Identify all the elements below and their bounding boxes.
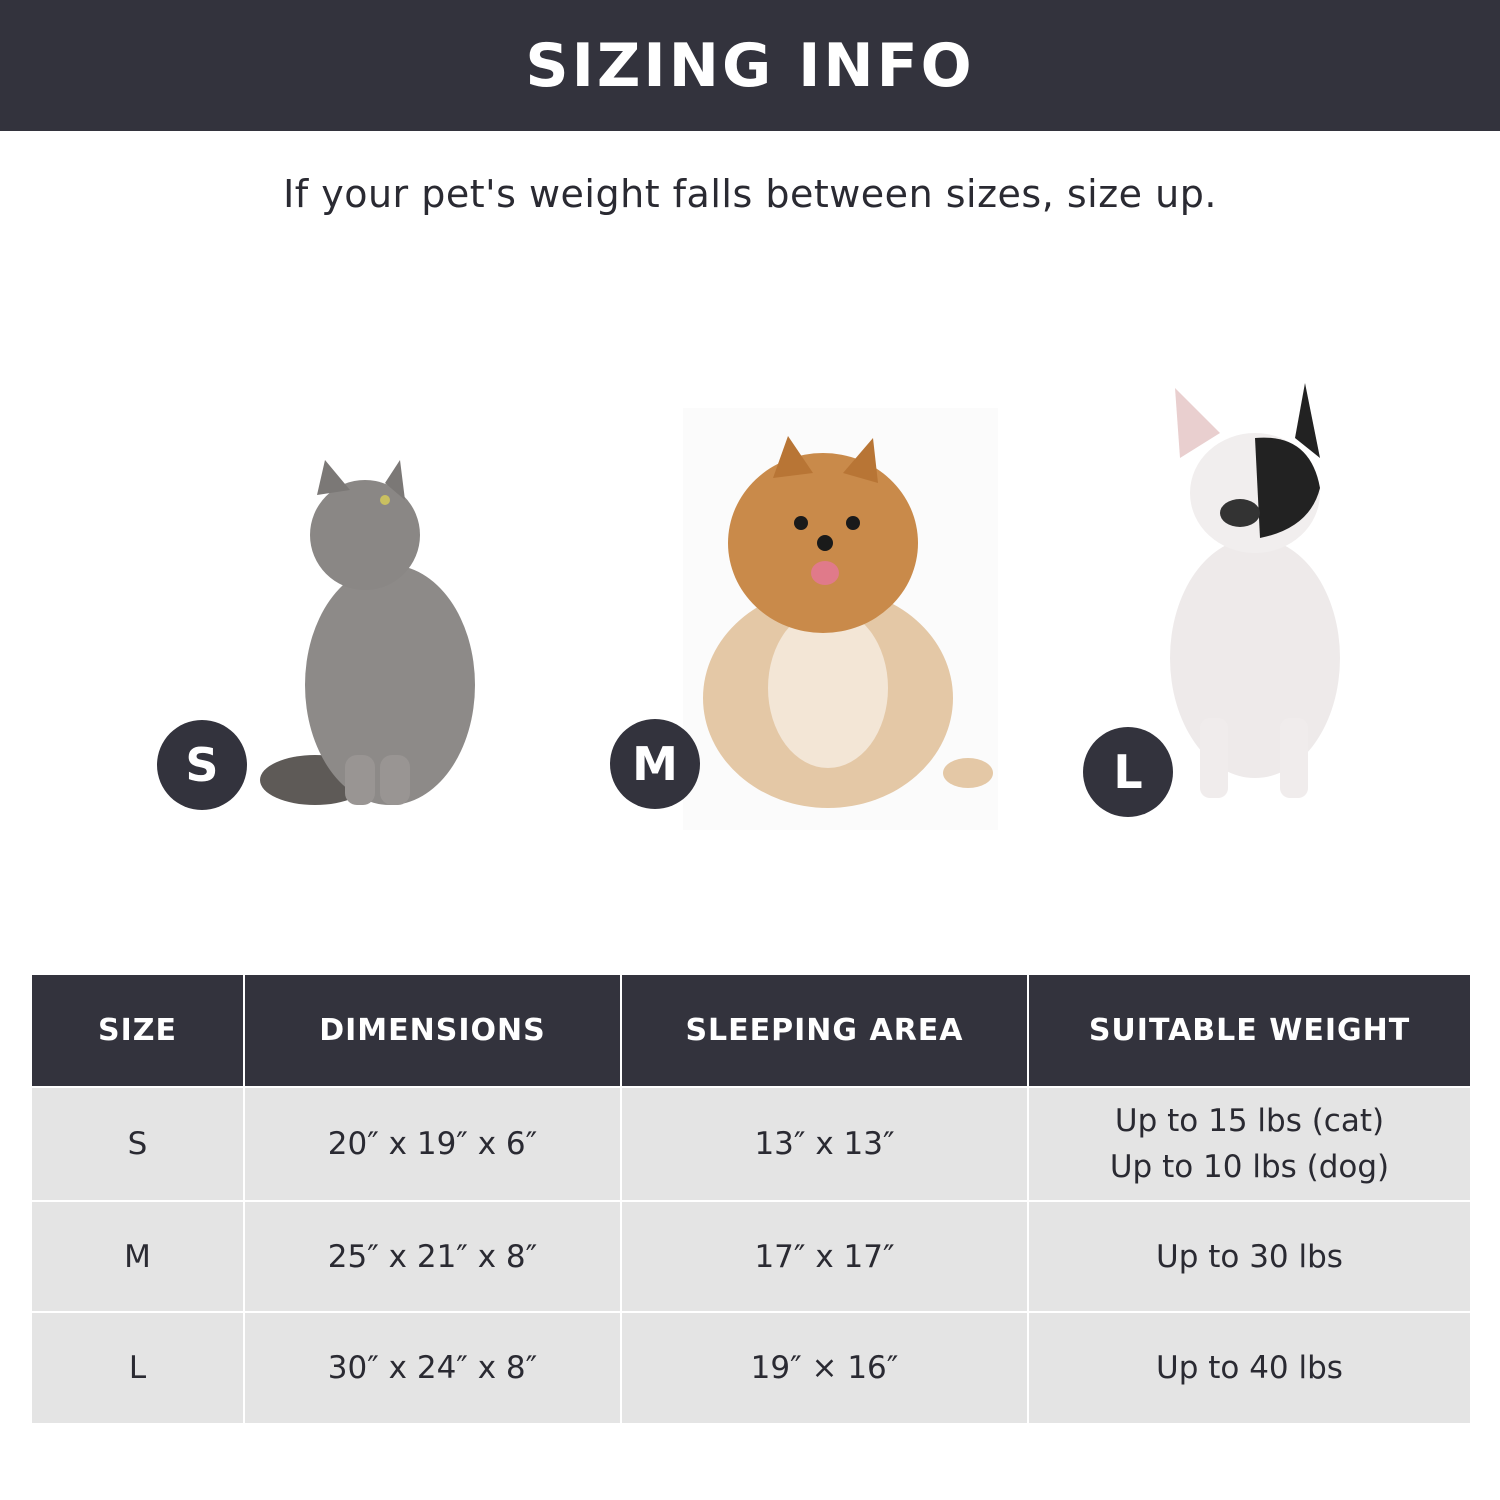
table-row: M 25″ x 21″ x 8″ 17″ x 17″ Up to 30 lbs bbox=[30, 1200, 1472, 1313]
sleeping-area-cell: 17″ x 17″ bbox=[620, 1200, 1029, 1313]
weight-cell: Up to 30 lbs bbox=[1027, 1200, 1472, 1313]
weight-dog: Up to 10 lbs (dog) bbox=[1109, 1149, 1390, 1185]
dimensions-cell: 25″ x 21″ x 8″ bbox=[243, 1200, 622, 1313]
dimensions-cell: 30″ x 24″ x 8″ bbox=[243, 1311, 622, 1425]
column-header-sleeping-area: SLEEPING AREA bbox=[620, 973, 1029, 1088]
header-banner: SIZING INFO bbox=[0, 0, 1500, 131]
size-badge-m: M bbox=[610, 719, 700, 809]
weight-cell: Up to 15 lbs (cat) Up to 10 lbs (dog) bbox=[1027, 1086, 1472, 1202]
size-badge-l: L bbox=[1083, 727, 1173, 817]
dimensions-cell: 20″ x 19″ x 6″ bbox=[243, 1086, 622, 1202]
size-cell: M bbox=[30, 1200, 245, 1313]
column-header-suitable-weight: SUITABLE WEIGHT bbox=[1027, 973, 1472, 1088]
table-row: L 30″ x 24″ x 8″ 19″ × 16″ Up to 40 lbs bbox=[30, 1311, 1472, 1425]
sizing-table: SIZE DIMENSIONS SLEEPING AREA SUITABLE W… bbox=[30, 973, 1472, 1425]
weight-cell: Up to 40 lbs bbox=[1027, 1311, 1472, 1425]
size-badge-s: S bbox=[157, 720, 247, 810]
column-header-size: SIZE bbox=[30, 973, 245, 1088]
sleeping-area-cell: 19″ × 16″ bbox=[620, 1311, 1029, 1425]
weight-cat: Up to 15 lbs (cat) bbox=[1114, 1103, 1385, 1139]
french-bulldog-image bbox=[1170, 383, 1340, 798]
page-title: SIZING INFO bbox=[525, 30, 975, 101]
pomeranian-image bbox=[683, 408, 998, 830]
size-cell: L bbox=[30, 1311, 245, 1425]
subtitle: If your pet's weight falls between sizes… bbox=[283, 172, 1217, 216]
column-header-dimensions: DIMENSIONS bbox=[243, 973, 622, 1088]
size-cell: S bbox=[30, 1086, 245, 1202]
table-row: S 20″ x 19″ x 6″ 13″ x 13″ Up to 15 lbs … bbox=[30, 1086, 1472, 1202]
table-header-row: SIZE DIMENSIONS SLEEPING AREA SUITABLE W… bbox=[30, 973, 1472, 1088]
sleeping-area-cell: 13″ x 13″ bbox=[620, 1086, 1029, 1202]
cat-image bbox=[260, 460, 475, 805]
